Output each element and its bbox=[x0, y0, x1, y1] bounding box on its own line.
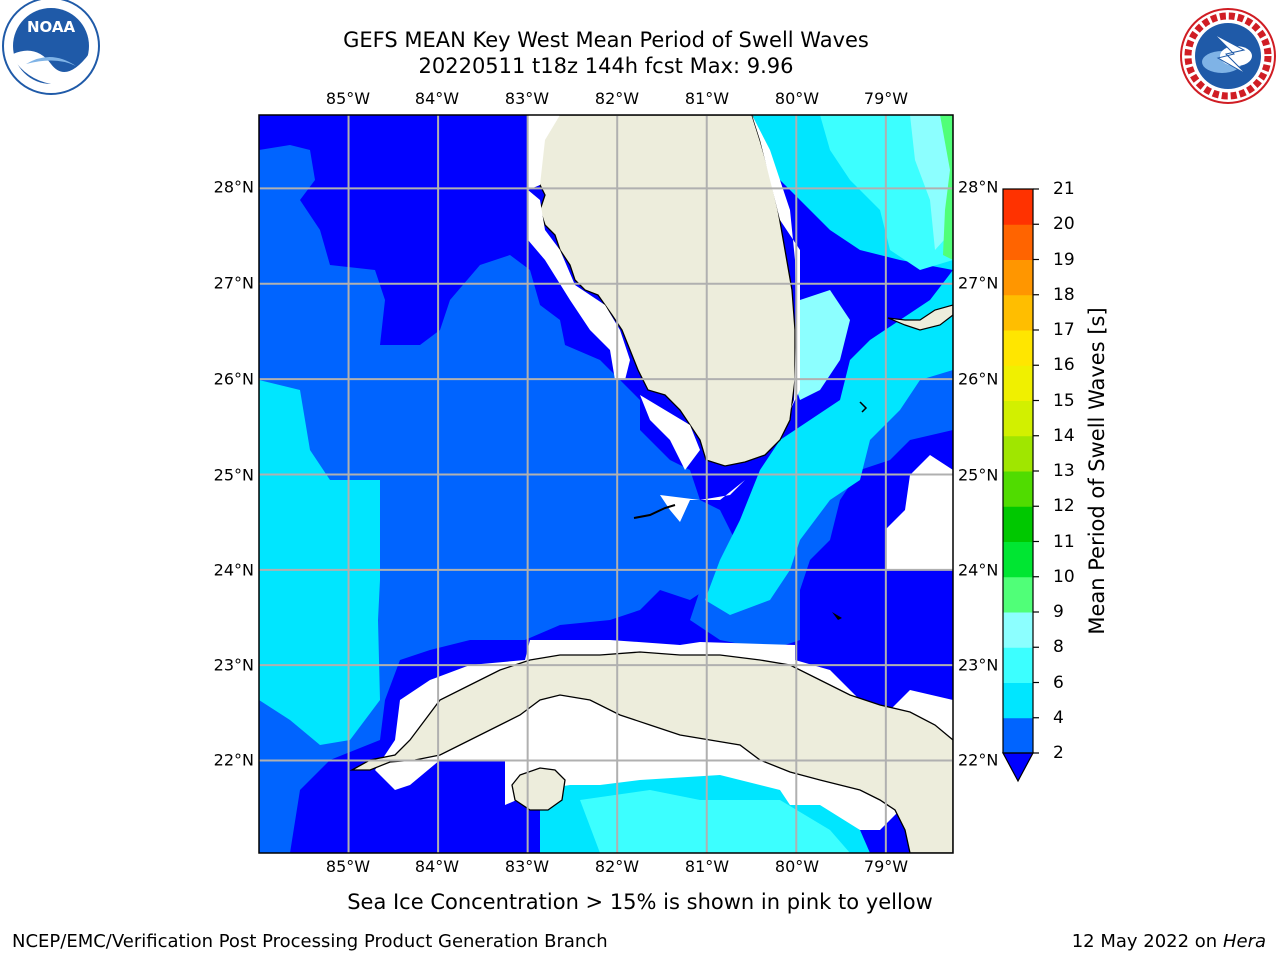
lat-label: 25°N bbox=[213, 465, 254, 485]
chart-title: GEFS MEAN Key West Mean Period of Swell … bbox=[343, 28, 869, 52]
footer-date: 12 May 2022 on Hera bbox=[1072, 931, 1266, 952]
colorbar-segment bbox=[1003, 294, 1033, 331]
colorbar-tick-label: 16 bbox=[1053, 355, 1075, 376]
nodata-florida-se bbox=[752, 115, 800, 410]
nws-logo bbox=[1180, 8, 1276, 104]
colorbar-segment bbox=[1003, 682, 1033, 719]
footer-credit: NCEP/EMC/Verification Post Processing Pr… bbox=[12, 931, 608, 952]
colorbar-segment bbox=[1003, 541, 1033, 578]
colorbar-segment bbox=[1003, 471, 1033, 507]
lat-label: 26°N bbox=[213, 369, 254, 389]
colorbar-tick-label: 14 bbox=[1053, 425, 1075, 446]
swell-band-8-9 bbox=[910, 115, 953, 250]
nodata-florida-west bbox=[528, 115, 560, 190]
island-andros bbox=[859, 401, 868, 413]
island-cays-1 bbox=[832, 612, 842, 620]
lon-label: 85°W bbox=[325, 857, 371, 876]
lon-label: 81°W bbox=[684, 89, 730, 108]
nodata-keys-south bbox=[640, 395, 700, 470]
lon-label: 84°W bbox=[414, 857, 460, 876]
chart-subtitle: 20220511 t18z 144h fcst Max: 9.96 bbox=[418, 54, 794, 78]
lat-label: 24°N bbox=[213, 560, 254, 580]
footer-date-text: 12 May 2022 on bbox=[1071, 931, 1218, 952]
map-frame bbox=[258, 114, 954, 854]
colorbar-segment bbox=[1003, 717, 1033, 754]
swell-band-8-9-mid bbox=[790, 290, 850, 400]
lon-label: 83°W bbox=[504, 857, 550, 876]
colorbar-tick-label: 13 bbox=[1053, 461, 1075, 481]
swell-band-9-10 bbox=[940, 115, 953, 260]
lon-label: 83°W bbox=[504, 89, 550, 108]
lon-label: 81°W bbox=[684, 857, 730, 876]
nodata-bahamas bbox=[885, 455, 953, 570]
lon-label: 84°W bbox=[414, 89, 460, 108]
island-keys-line bbox=[633, 504, 676, 519]
lat-label: 26°N bbox=[958, 369, 999, 389]
lat-label: 25°N bbox=[958, 465, 999, 485]
colorbar-segment bbox=[1003, 259, 1033, 296]
colorbar-tick-label: 9 bbox=[1053, 602, 1064, 622]
colorbar-segment bbox=[1003, 647, 1033, 683]
colorbar-tick-label: 18 bbox=[1053, 284, 1075, 305]
colorbar-tick-label: 4 bbox=[1053, 707, 1064, 728]
swell-band-4-6 bbox=[259, 380, 380, 745]
colorbar-tick-label: 8 bbox=[1053, 637, 1064, 658]
lat-label: 27°N bbox=[213, 273, 254, 293]
land-isle-of-youth bbox=[511, 767, 566, 811]
colorbar-segment bbox=[1003, 576, 1033, 613]
land-grand-bahama bbox=[887, 304, 953, 331]
colorbar-tick-label: 10 bbox=[1053, 566, 1075, 587]
lon-label: 85°W bbox=[325, 89, 371, 108]
lon-label: 80°W bbox=[774, 89, 820, 108]
colorbar bbox=[1001, 188, 1039, 783]
lat-label: 24°N bbox=[958, 560, 999, 580]
noaa-logo-text: NOAA bbox=[27, 18, 76, 36]
colorbar-segment bbox=[1003, 224, 1033, 260]
noaa-logo: NOAA bbox=[2, 0, 100, 95]
land-cuba bbox=[349, 651, 953, 853]
lat-label: 22°N bbox=[213, 750, 254, 770]
colorbar-segment bbox=[1003, 365, 1033, 401]
lat-label: 23°N bbox=[958, 655, 999, 675]
colorbar-tick-label: 19 bbox=[1053, 249, 1075, 270]
nodata-keys bbox=[660, 480, 745, 522]
lat-label: 23°N bbox=[213, 655, 254, 675]
gridlines bbox=[259, 115, 953, 853]
lat-label: 27°N bbox=[958, 273, 999, 293]
colorbar-tick-label: 11 bbox=[1053, 531, 1075, 552]
colorbar-segment bbox=[1003, 400, 1033, 437]
nodata-florida-coast bbox=[528, 190, 630, 380]
colorbar-segment bbox=[1003, 330, 1033, 366]
lon-label: 80°W bbox=[774, 857, 820, 876]
lon-label: 79°W bbox=[863, 89, 909, 108]
colorbar-segment bbox=[1003, 506, 1033, 542]
colorbar-tick-label: 12 bbox=[1053, 496, 1075, 517]
colorbar-segment bbox=[1003, 189, 1033, 225]
lon-label: 79°W bbox=[863, 857, 909, 876]
swell-band-6-8-south bbox=[580, 790, 850, 853]
lat-label: 28°N bbox=[958, 177, 999, 197]
colorbar-tick-label: 6 bbox=[1053, 672, 1064, 693]
colorbar-tick-label: 20 bbox=[1053, 214, 1075, 235]
colorbar-tick-label: 21 bbox=[1053, 179, 1075, 199]
lat-label: 28°N bbox=[213, 177, 254, 197]
lat-label: 22°N bbox=[958, 750, 999, 770]
colorbar-under-arrow bbox=[1001, 752, 1035, 783]
lon-label: 82°W bbox=[594, 857, 640, 876]
colorbar-tick-label: 17 bbox=[1053, 320, 1075, 340]
colorbar-segment bbox=[1003, 435, 1033, 472]
lon-label: 82°W bbox=[594, 89, 640, 108]
colorbar-label: Mean Period of Swell Waves [s] bbox=[1085, 307, 1109, 635]
footer-host: Hera bbox=[1222, 931, 1266, 952]
sea-ice-note: Sea Ice Concentration > 15% is shown in … bbox=[347, 890, 933, 914]
colorbar-tick-label: 2 bbox=[1053, 743, 1064, 763]
colorbar-segment bbox=[1003, 612, 1033, 648]
colorbar-tick-label: 15 bbox=[1053, 390, 1075, 411]
